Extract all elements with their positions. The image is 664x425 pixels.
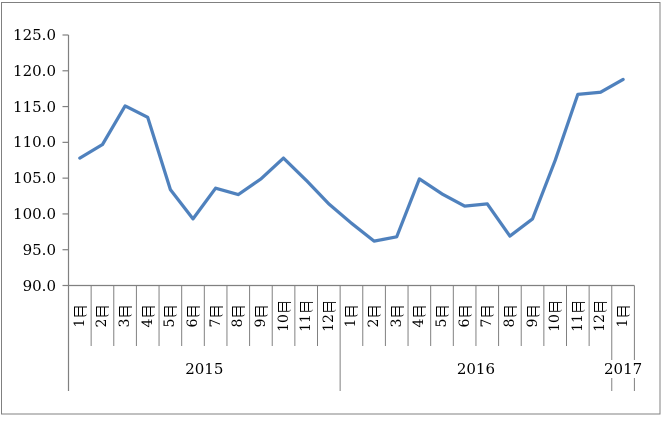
chart-border xyxy=(1,2,661,415)
axis-ticks xyxy=(62,34,635,391)
series-line xyxy=(78,77,625,243)
chart-axes xyxy=(67,35,635,391)
chart-frame xyxy=(1,2,661,415)
data-series xyxy=(78,77,625,243)
